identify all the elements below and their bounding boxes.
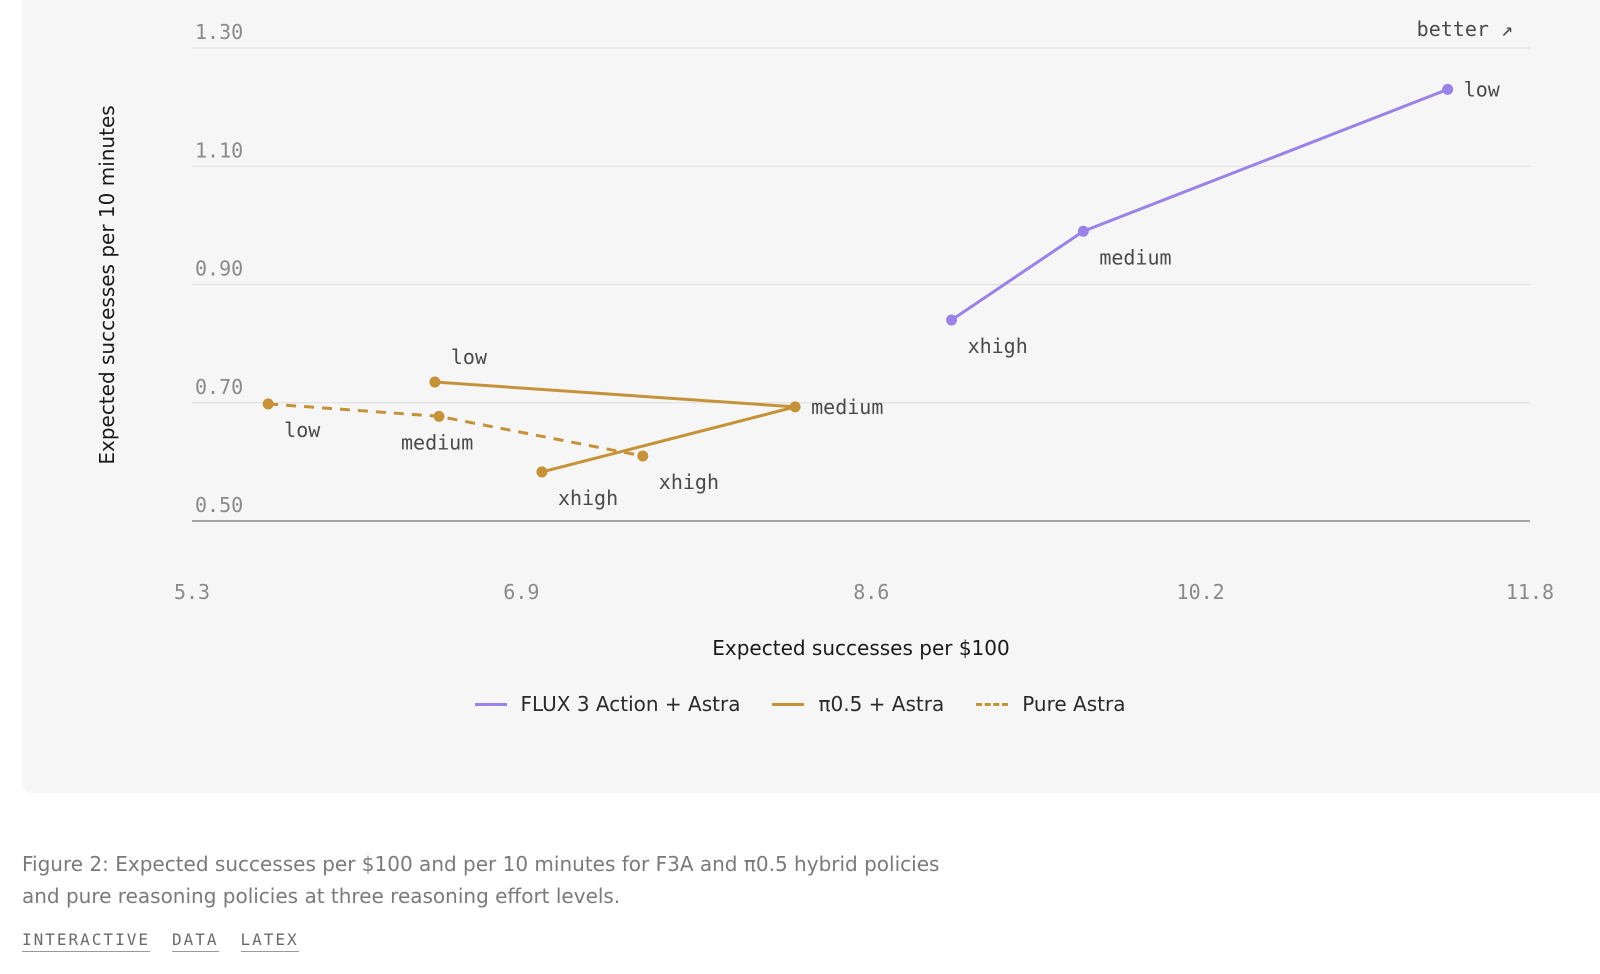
data-point [433, 410, 445, 422]
y-axis-label: Expected successes per 10 minutes [95, 105, 119, 464]
y-tick-label: 0.50 [195, 493, 243, 517]
legend-swatch-flux [474, 702, 507, 706]
series-line [950, 87, 1450, 322]
y-tick-label: 0.70 [195, 375, 243, 399]
figure-links: INTERACTIVE DATA LATEX [22, 930, 299, 952]
data-point [789, 401, 801, 413]
data-label: low [451, 345, 488, 369]
data-label: low [1464, 77, 1501, 101]
legend-item-pure-astra[interactable]: Pure Astra [976, 692, 1125, 716]
latex-link[interactable]: LATEX [240, 930, 299, 952]
grid-layer [192, 47, 1530, 522]
legend-label-flux: FLUX 3 Action + Astra [520, 692, 741, 716]
better-corner-label: better ↗ [1417, 17, 1513, 41]
data-label: medium [811, 395, 883, 419]
y-tick-label: 1.10 [195, 138, 243, 162]
scatter-line-chart: 1.30 1.10 0.90 0.70 0.50 5.3 6.9 8.6 10.2 11.8 low… [95, 17, 1554, 660]
x-axis-label: Expected successes per $100 [712, 636, 1009, 660]
legend-item-flux[interactable]: FLUX 3 Action + Astra [474, 692, 741, 716]
legend-label-pure-astra: Pure Astra [1022, 692, 1126, 716]
x-tick-label: 6.9 [503, 580, 539, 604]
text-layer: 1.30 1.10 0.90 0.70 0.50 5.3 6.9 8.6 10.2 11.8 low… [174, 20, 1554, 604]
legend-label-pi05: π0.5 + Astra [818, 692, 945, 716]
data-label: xhigh [968, 334, 1028, 358]
data-point [262, 398, 274, 410]
x-tick-label: 5.3 [174, 580, 210, 604]
data-label: medium [401, 430, 473, 454]
x-tick-label: 11.8 [1506, 580, 1554, 604]
data-label: xhigh [659, 470, 719, 494]
data-point [637, 450, 649, 462]
data-point [429, 376, 441, 388]
data-point [1442, 83, 1454, 95]
chart-legend: FLUX 3 Action + Astra π0.5 + Astra Pure … [0, 692, 1600, 716]
data-label: low [284, 418, 321, 442]
interactive-link[interactable]: INTERACTIVE [22, 930, 150, 952]
figure-caption: Figure 2: Expected successes per $100 an… [22, 852, 940, 908]
data-link[interactable]: DATA [171, 930, 219, 952]
y-tick-label: 1.30 [195, 20, 243, 44]
data-point [536, 466, 548, 478]
legend-swatch-pure-astra [976, 702, 1009, 706]
data-label: xhigh [558, 486, 618, 510]
data-point [1077, 225, 1089, 237]
data-point [946, 314, 958, 326]
x-tick-label: 10.2 [1177, 580, 1225, 604]
x-tick-label: 8.6 [853, 580, 889, 604]
legend-item-pi05[interactable]: π0.5 + Astra [772, 692, 944, 716]
y-tick-label: 0.90 [195, 257, 243, 281]
legend-swatch-pi05 [772, 702, 805, 706]
data-label: medium [1099, 245, 1171, 269]
series-layer [262, 83, 1454, 478]
